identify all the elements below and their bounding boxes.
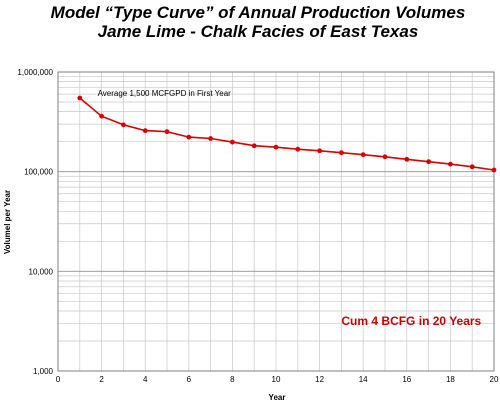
x-tick-label: 6	[187, 375, 192, 384]
y-tick-label: 1,000	[33, 367, 54, 376]
annotation-cumulative: Cum 4 BCFG in 20 Years	[341, 314, 481, 328]
x-tick-label: 14	[359, 375, 368, 384]
data-point	[99, 113, 104, 119]
x-tick-label: 8	[230, 375, 235, 384]
data-point	[426, 159, 431, 165]
data-point	[208, 136, 214, 141]
y-axis-label: Volumel per Year	[3, 190, 12, 254]
plot-border	[57, 71, 495, 372]
data-point	[360, 152, 366, 158]
data-point	[317, 148, 322, 154]
data-point	[404, 156, 410, 162]
y-tick-label: 1,000,000	[17, 68, 53, 77]
data-point	[164, 129, 170, 135]
x-axis-label: Year	[269, 393, 286, 402]
x-tick-label: 18	[446, 375, 455, 384]
data-point	[491, 167, 497, 173]
axes: 0 2 4 6 8 10 12 14 16 18 20 1,000 10,000 100,000 1,000…	[17, 68, 499, 384]
data-point	[273, 144, 279, 150]
data-point	[186, 134, 192, 140]
annotation-first-year: Average 1,500 MCFGPD in First Year	[98, 89, 232, 98]
chart-subtitle: Jame Lime - Chalk Facies of East Texas	[98, 22, 419, 41]
x-tick-label: 2	[99, 375, 104, 384]
x-tick-label: 16	[402, 375, 411, 384]
y-tick-label: 10,000	[29, 267, 54, 276]
data-point	[230, 139, 235, 145]
y-tick-label: 100,000	[24, 168, 53, 177]
x-tick-label: 4	[143, 375, 148, 384]
x-tick-label: 12	[315, 375, 324, 384]
chart-title: Model “Type Curve” of Annual Production …	[51, 3, 466, 22]
data-point	[251, 143, 257, 149]
data-point	[382, 154, 388, 160]
data-point	[121, 122, 126, 128]
x-tick-label: 0	[56, 375, 61, 384]
data-point	[448, 161, 453, 167]
data-point	[295, 146, 301, 152]
data-point	[77, 95, 83, 101]
x-tick-label: 10	[272, 375, 281, 384]
annotations: Average 1,500 MCFGPD in First Year Cum 4 …	[98, 89, 482, 328]
x-tick-label: 20	[490, 375, 499, 384]
data-point	[339, 150, 344, 156]
series-line	[79, 97, 495, 171]
data-point	[142, 128, 148, 134]
data-point	[469, 164, 475, 170]
series-layer	[77, 95, 497, 173]
